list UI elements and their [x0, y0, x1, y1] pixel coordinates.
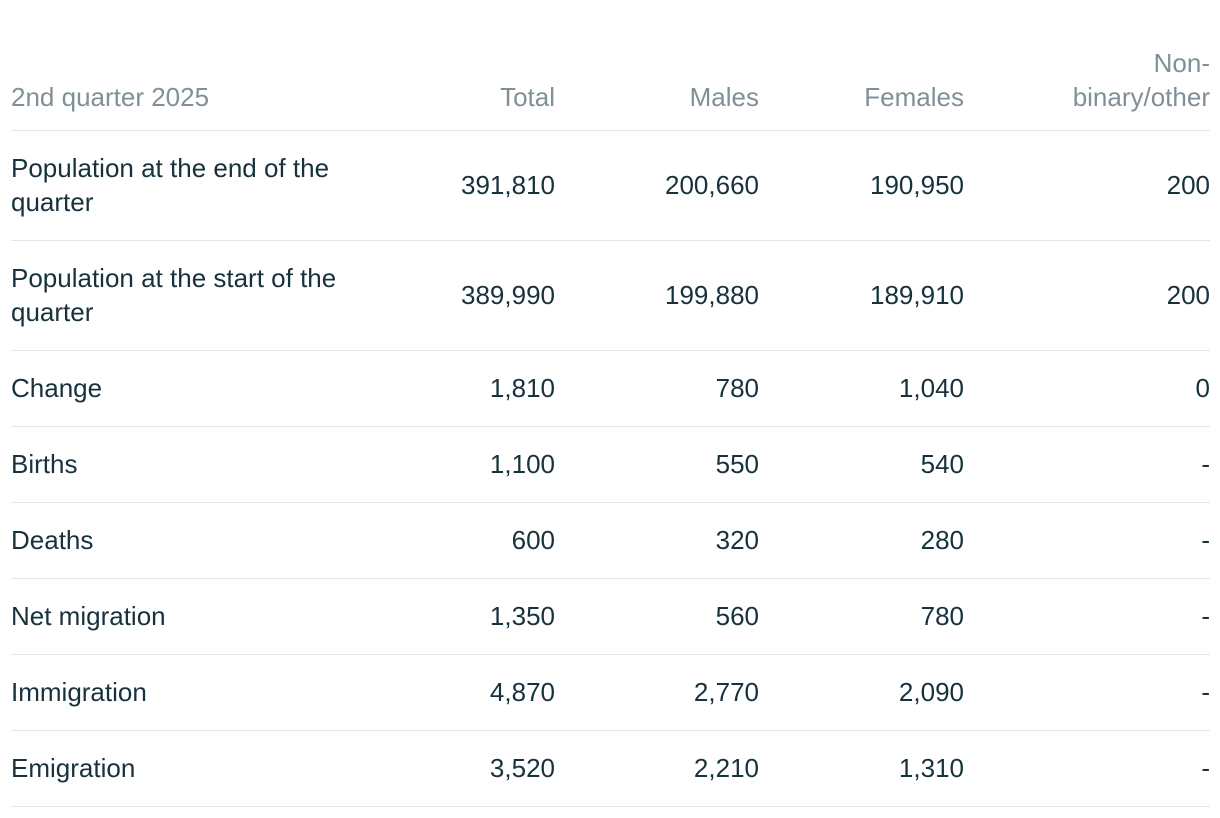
header-period: 2nd quarter 2025 — [11, 0, 351, 131]
cell-nonbinary: - — [964, 730, 1210, 807]
cell-males: 320 — [555, 502, 759, 579]
header-nonbinary: Non- binary/other — [964, 0, 1210, 131]
table-row: Population at the end of the quarter 391… — [11, 130, 1210, 241]
table-body: Population at the end of the quarter 391… — [11, 130, 1210, 807]
cell-nonbinary: - — [964, 502, 1210, 579]
header-total: Total — [351, 0, 555, 131]
row-label: Births — [11, 426, 351, 503]
cell-females: 1,040 — [759, 350, 964, 427]
cell-total: 1,350 — [351, 578, 555, 655]
table-row: Immigration 4,870 2,770 2,090 - — [11, 654, 1210, 731]
cell-males: 200,660 — [555, 130, 759, 241]
table-row: Emigration 3,520 2,210 1,310 - — [11, 730, 1210, 807]
cell-males: 199,880 — [555, 240, 759, 351]
header-nonbinary-text: Non- binary/other — [1073, 46, 1210, 114]
cell-males: 560 — [555, 578, 759, 655]
table-row: Population at the start of the quarter 3… — [11, 240, 1210, 351]
cell-males: 550 — [555, 426, 759, 503]
table-row: Deaths 600 320 280 - — [11, 502, 1210, 579]
row-label: Change — [11, 350, 351, 427]
cell-total: 3,520 — [351, 730, 555, 807]
table-row: Change 1,810 780 1,040 0 — [11, 350, 1210, 427]
cell-females: 2,090 — [759, 654, 964, 731]
cell-females: 540 — [759, 426, 964, 503]
table-header: 2nd quarter 2025 Total Males Females Non… — [11, 0, 1210, 131]
header-nonbinary-line2: binary/other — [1072, 81, 1210, 112]
cell-total: 391,810 — [351, 130, 555, 241]
cell-nonbinary: 0 — [964, 350, 1210, 427]
cell-males: 2,770 — [555, 654, 759, 731]
row-label: Population at the start of the quarter — [11, 240, 351, 351]
header-females: Females — [759, 0, 964, 131]
cell-nonbinary: 200 — [964, 240, 1210, 351]
cell-total: 600 — [351, 502, 555, 579]
header-nonbinary-line1: Non- — [1153, 47, 1210, 78]
cell-females: 780 — [759, 578, 964, 655]
cell-total: 1,100 — [351, 426, 555, 503]
population-table-container: 2nd quarter 2025 Total Males Females Non… — [11, 0, 1210, 807]
cell-total: 389,990 — [351, 240, 555, 351]
row-label: Deaths — [11, 502, 351, 579]
cell-males: 780 — [555, 350, 759, 427]
row-label: Emigration — [11, 730, 351, 807]
header-row: 2nd quarter 2025 Total Males Females Non… — [11, 0, 1210, 131]
cell-total: 1,810 — [351, 350, 555, 427]
population-table: 2nd quarter 2025 Total Males Females Non… — [11, 0, 1210, 807]
header-males: Males — [555, 0, 759, 131]
table-row: Net migration 1,350 560 780 - — [11, 578, 1210, 655]
row-label: Population at the end of the quarter — [11, 130, 351, 241]
cell-males: 2,210 — [555, 730, 759, 807]
cell-nonbinary: 200 — [964, 130, 1210, 241]
cell-females: 189,910 — [759, 240, 964, 351]
cell-females: 1,310 — [759, 730, 964, 807]
cell-nonbinary: - — [964, 654, 1210, 731]
table-row: Births 1,100 550 540 - — [11, 426, 1210, 503]
cell-nonbinary: - — [964, 578, 1210, 655]
cell-nonbinary: - — [964, 426, 1210, 503]
cell-females: 280 — [759, 502, 964, 579]
row-label: Immigration — [11, 654, 351, 731]
row-label: Net migration — [11, 578, 351, 655]
cell-females: 190,950 — [759, 130, 964, 241]
cell-total: 4,870 — [351, 654, 555, 731]
